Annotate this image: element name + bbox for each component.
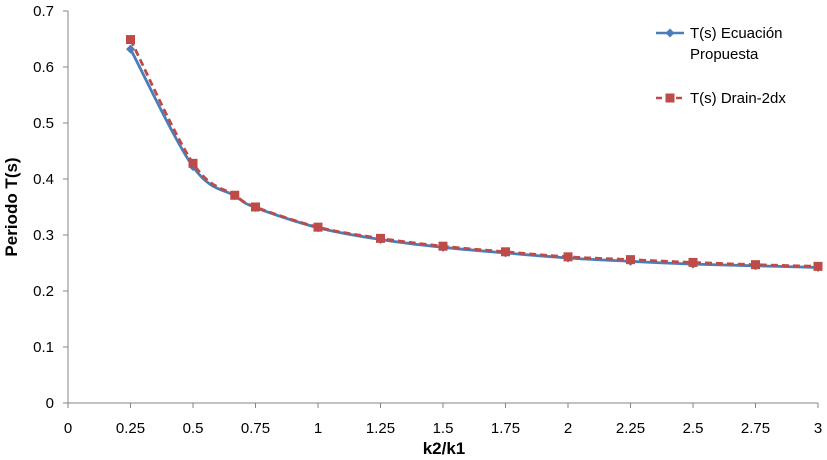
- x-axis-ticks: 0 0.25 0.5 0.75 1 1.25 1.5 1.75 2 2.25 2.5 2.75 3: [64, 403, 822, 437]
- y-tick-label: 0.1: [33, 339, 54, 356]
- legend-marker-square: [665, 93, 675, 103]
- x-tick-label: 0.5: [183, 420, 204, 437]
- y-tick-label: 0.3: [33, 227, 54, 244]
- legend-label-ecuacion-line1: T(s) Ecuación: [690, 25, 783, 42]
- data-point-square: [688, 257, 698, 267]
- data-point-square: [376, 233, 385, 243]
- data-point-square: [188, 158, 198, 168]
- x-tick-label: 2.75: [741, 420, 770, 437]
- legend-marker-diamond: [665, 28, 675, 38]
- legend-label-drain: T(s) Drain-2dx: [690, 90, 786, 107]
- x-tick-label: 2.5: [683, 420, 704, 437]
- y-axis-title: Periodo T(s): [2, 157, 21, 256]
- y-tick-label: 0: [46, 395, 54, 412]
- legend-label-ecuacion-line2: Propuesta: [690, 46, 759, 63]
- data-point-square: [563, 252, 573, 262]
- x-tick-label: 1.5: [433, 420, 454, 437]
- data-point-square: [126, 35, 135, 45]
- series-line: [129, 48, 819, 269]
- x-tick-label: 3: [814, 420, 822, 437]
- data-point-square: [501, 247, 510, 257]
- legend-item-drain: T(s) Drain-2dx: [656, 90, 786, 107]
- data-point-square: [438, 241, 448, 251]
- x-tick-label: 1.75: [491, 420, 520, 437]
- legend: T(s) Ecuación Propuesta T(s) Drain-2dx: [656, 25, 786, 107]
- legend-item-ecuacion: T(s) Ecuación Propuesta: [656, 25, 783, 63]
- y-tick-label: 0.2: [33, 283, 54, 300]
- series-line: [129, 38, 819, 268]
- x-tick-label: 2: [564, 420, 572, 437]
- y-axis-ticks: 0 0.1 0.2 0.3 0.4 0.5 0.6 0.7: [33, 3, 68, 412]
- series-drain-2dx: [126, 35, 823, 271]
- y-tick-label: 0.7: [33, 3, 54, 20]
- data-point-square: [626, 255, 635, 265]
- chart-axes: [67, 11, 818, 404]
- data-point-square: [813, 261, 823, 271]
- y-tick-label: 0.6: [33, 59, 54, 76]
- y-tick-label: 0.5: [33, 115, 54, 132]
- x-tick-label: 1.25: [366, 420, 395, 437]
- x-tick-label: 0.75: [241, 420, 270, 437]
- x-tick-label: 1: [314, 420, 322, 437]
- data-point-square: [751, 260, 760, 270]
- x-axis-title: k2/k1: [423, 439, 466, 458]
- series-layer: [126, 35, 823, 272]
- x-tick-label: 2.25: [616, 420, 645, 437]
- data-point-diamond: [126, 44, 135, 54]
- y-tick-label: 0.4: [33, 171, 54, 188]
- series-ecuacion-propuesta: [126, 44, 823, 272]
- data-point-square: [313, 222, 323, 232]
- x-tick-label: 0: [64, 420, 72, 437]
- x-tick-label: 0.25: [116, 420, 145, 437]
- data-point-square: [230, 190, 240, 200]
- data-point-square: [251, 202, 260, 212]
